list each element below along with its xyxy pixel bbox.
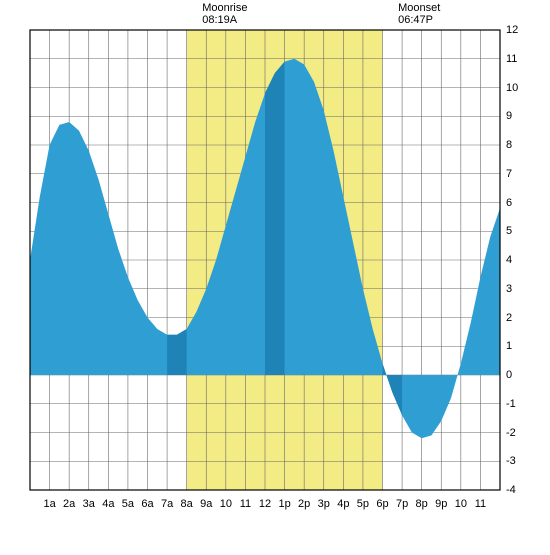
x-tick-label: 2a: [63, 498, 75, 510]
tide-chart-svg: [0, 0, 550, 550]
x-tick-label: 8a: [181, 498, 193, 510]
x-tick-label: 4a: [102, 498, 114, 510]
x-tick-label: 5a: [122, 498, 134, 510]
y-tick-label: -2: [506, 427, 516, 439]
x-tick-label: 3a: [83, 498, 95, 510]
x-tick-label: 12: [259, 498, 271, 510]
y-tick-label: 2: [506, 312, 512, 324]
moonset-title: Moonset: [398, 2, 440, 14]
y-tick-label: -1: [506, 398, 516, 410]
x-tick-label: 8p: [416, 498, 428, 510]
x-tick-label: 1a: [43, 498, 55, 510]
x-tick-label: 6p: [376, 498, 388, 510]
x-tick-label: 11: [240, 498, 251, 510]
x-tick-label: 11: [475, 498, 486, 510]
y-tick-label: 3: [506, 283, 512, 295]
x-tick-label: 5p: [357, 498, 369, 510]
x-tick-label: 9a: [200, 498, 212, 510]
y-tick-label: 9: [506, 110, 512, 122]
y-tick-label: 4: [506, 254, 512, 266]
y-tick-label: 12: [506, 24, 518, 36]
x-tick-label: 4p: [337, 498, 349, 510]
moonrise-time: 08:19A: [202, 14, 237, 26]
y-tick-label: 8: [506, 139, 512, 151]
y-tick-label: -3: [506, 455, 516, 467]
x-tick-label: 10: [455, 498, 467, 510]
x-tick-label: 10: [220, 498, 232, 510]
y-tick-label: 11: [506, 53, 517, 65]
y-tick-label: 10: [506, 82, 518, 94]
x-tick-label: 1p: [278, 498, 290, 510]
x-tick-label: 3p: [318, 498, 330, 510]
x-tick-label: 6a: [141, 498, 153, 510]
x-tick-label: 7p: [396, 498, 408, 510]
x-tick-label: 9p: [435, 498, 447, 510]
y-tick-label: -4: [506, 484, 516, 496]
tide-chart: Moonrise 08:19A Moonset 06:47P -4 -3 -2 -1 0…: [0, 0, 550, 550]
y-tick-label: 7: [506, 168, 512, 180]
y-tick-label: 6: [506, 197, 512, 209]
moonset-time: 06:47P: [398, 14, 433, 26]
y-tick-label: 0: [506, 369, 512, 381]
y-tick-label: 5: [506, 225, 512, 237]
x-tick-label: 7a: [161, 498, 173, 510]
y-tick-label: 1: [506, 340, 512, 352]
moonrise-title: Moonrise: [202, 2, 247, 14]
x-tick-label: 2p: [298, 498, 310, 510]
